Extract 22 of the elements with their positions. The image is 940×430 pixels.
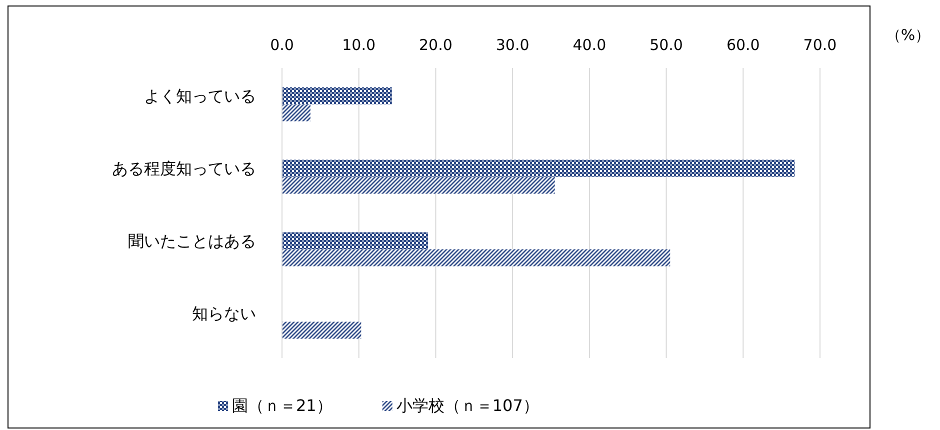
- x-tick-label: 60.0: [726, 36, 760, 54]
- x-tick-label: 50.0: [650, 36, 683, 54]
- bar: [282, 249, 670, 266]
- y-tick-label: ある程度知っている: [112, 158, 256, 178]
- x-tick-label: 40.0: [572, 36, 606, 54]
- x-axis-title: （%）: [886, 26, 930, 44]
- bar: [282, 87, 392, 104]
- bar: [282, 160, 795, 177]
- y-tick-label: 聞いたことはある: [128, 231, 256, 250]
- x-tick-label: 0.0: [270, 36, 294, 54]
- x-tick-label: 30.0: [496, 36, 530, 54]
- y-tick-label: よく知っている: [144, 86, 256, 106]
- legend-label: 園（ｎ＝21）: [232, 396, 332, 415]
- x-tick-label: 70.0: [803, 36, 837, 54]
- bar: [282, 322, 362, 339]
- legend-label: 小学校（ｎ＝107）: [396, 396, 539, 415]
- bar: [282, 176, 555, 194]
- bar: [282, 232, 428, 250]
- y-tick-label: 知らない: [192, 304, 256, 323]
- bar: [282, 104, 310, 122]
- x-tick-label: 10.0: [342, 36, 376, 54]
- x-tick-label: 20.0: [419, 36, 452, 54]
